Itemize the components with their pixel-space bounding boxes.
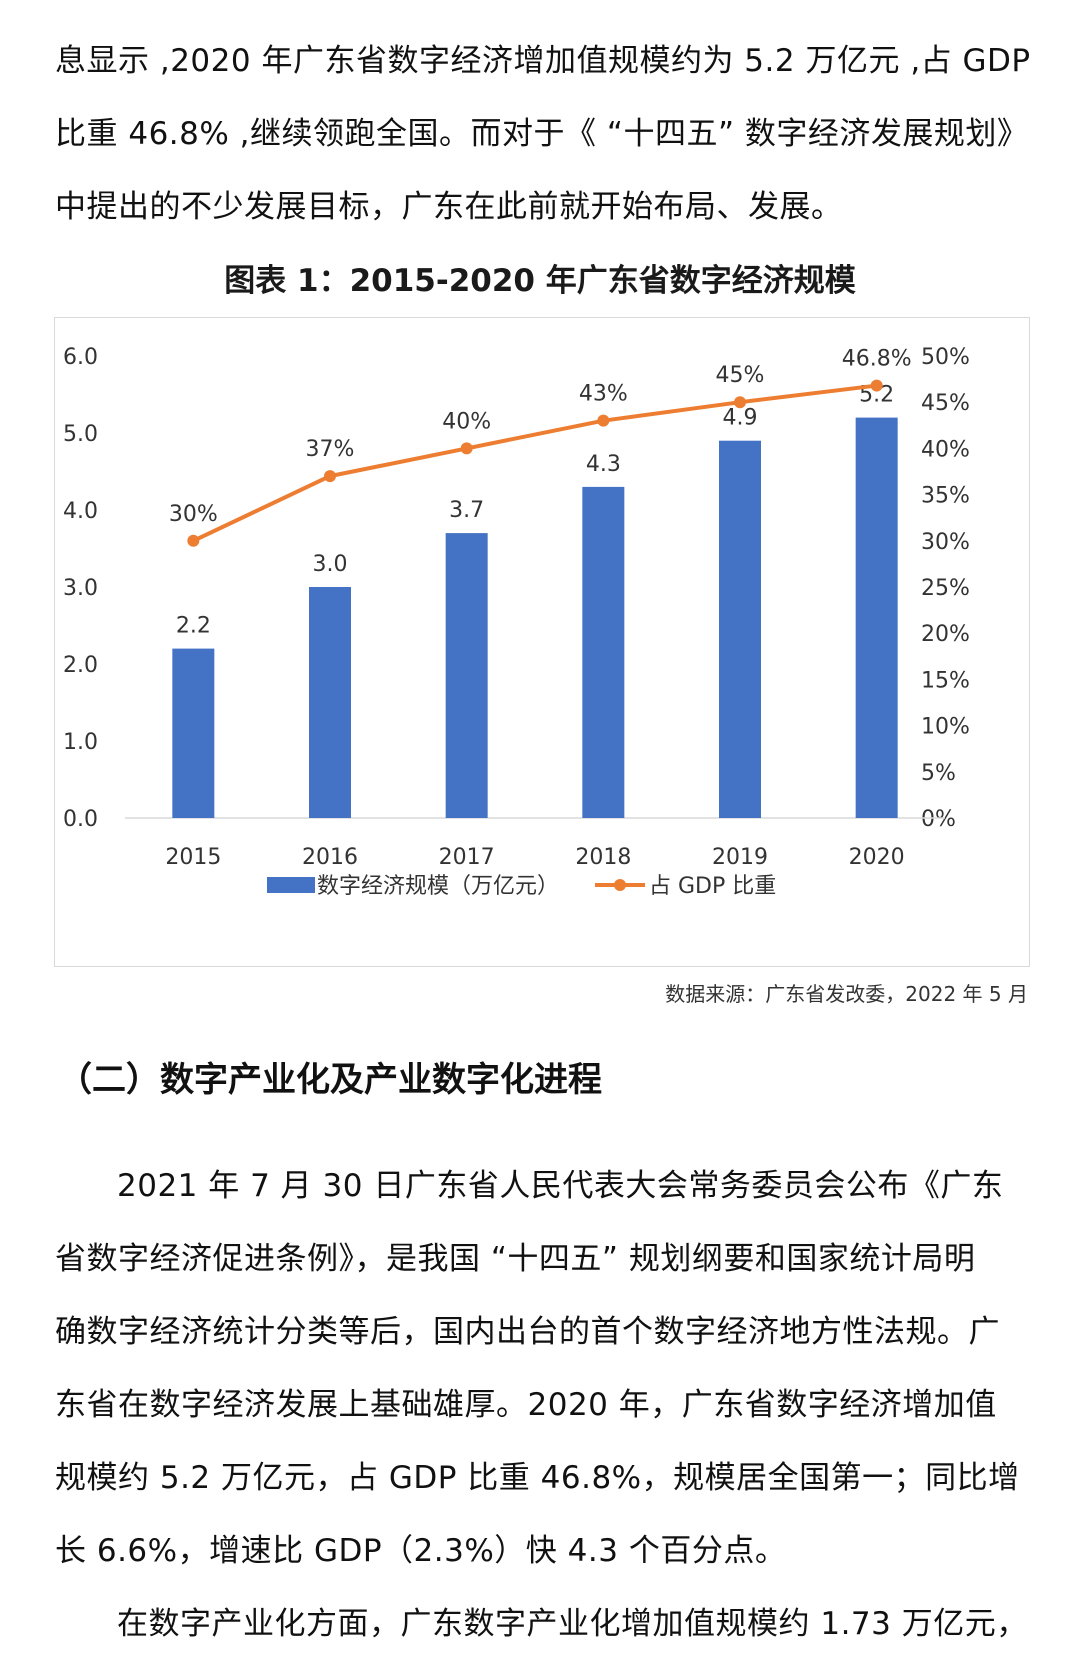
x-tick-label: 2015 [165,845,221,870]
intro-line: 比重 46.8% ,继续领跑全国。而对于《 “十四五” 数字经济发展规划》 [55,116,1029,152]
legend-bar-swatch [267,877,315,893]
data-source-note: 数据来源：广东省发改委，2022 年 5 月 [665,982,1028,1006]
intro-line: 息显示 ,2020 年广东省数字经济增加值规模约为 5.2 万亿元 ,占 GDP [55,43,1031,79]
bar [719,440,761,818]
percent-value-label: 43% [579,382,628,407]
y-left-tick-label: 4.0 [63,499,98,524]
intro-line: 中提出的不少发展目标，广东在此前就开始布局、发展。 [55,189,843,225]
section-heading: （二）数字产业化及产业数字化进程 [58,1060,602,1100]
y-right-tick-label: 45% [921,391,970,416]
body-line: 东省在数字经济发展上基础雄厚。2020 年，广东省数字经济增加值 [55,1387,997,1423]
bar [855,417,898,818]
percent-point [324,470,336,483]
y-left-tick-label: 2.0 [63,653,98,678]
body-line: 确数字经济统计分类等后，国内出台的首个数字经济地方性法规。广 [55,1314,1000,1350]
x-tick-label: 2017 [439,845,495,870]
percent-value-label: 45% [716,363,765,388]
percent-point [460,442,473,455]
bar-value-label: 3.7 [449,498,484,523]
bar [582,486,625,818]
y-right-tick-label: 10% [921,715,970,740]
x-tick-label: 2018 [575,845,631,870]
percent-point [597,414,610,427]
y-right-tick-label: 5% [921,761,956,786]
y-right-tick-label: 50% [921,345,970,370]
y-left-tick-label: 3.0 [63,576,98,601]
y-left-tick-label: 0.0 [63,807,98,832]
percent-line [192,383,877,543]
body-line: 长 6.6%，增速比 GDP（2.3%）快 4.3 个百分点。 [55,1533,787,1569]
y-left-tick-label: 5.0 [63,422,98,447]
combo-chart: 0.0 1.0 2.0 3.0 4.0 5.0 6.0 0% 5% 10% 15% 20% 25% 30%… [63,345,970,899]
x-tick-label: 2020 [849,845,905,870]
body-line: 2021 年 7 月 30 日广东省人民代表大会常务委员会公布《广东 [117,1168,1004,1204]
legend-line-marker [614,879,626,891]
legend-line-label: 占 GDP 比重 [649,874,776,899]
y-right-tick-label: 15% [921,668,970,693]
percent-point [734,396,746,409]
legend-bar-label: 数字经济规模（万亿元） [317,874,559,899]
bar [172,648,215,818]
y-left-tick-label: 1.0 [63,730,98,755]
y-right-tick-label: 40% [921,437,970,462]
bar-value-label: 3.0 [313,552,348,577]
chart-title: 图表 1：2015-2020 年广东省数字经济规模 [224,263,856,299]
percent-point [870,379,883,392]
y-right-tick-label: 0% [921,807,956,832]
percent-value-label: 46.8% [842,347,912,372]
x-tick-label: 2016 [302,845,358,870]
bar-value-label: 4.3 [586,452,621,477]
y-right-tick-label: 25% [921,576,970,601]
y-left-tick-label: 6.0 [63,345,98,370]
x-tick-label: 2019 [712,845,768,870]
body-line: 规模约 5.2 万亿元，占 GDP 比重 46.8%，规模居全国第一；同比增 [55,1460,1020,1496]
bar-value-label: 4.9 [723,406,758,431]
y-right-tick-label: 20% [921,622,970,647]
percent-value-label: 30% [169,502,218,527]
percent-value-label: 37% [306,437,355,462]
intro-paragraph: 息显示 ,2020 年广东省数字经济增加值规模约为 5.2 万亿元 ,占 GDP… [55,25,1050,244]
bar [309,587,351,818]
percent-point [187,534,200,547]
y-right-tick-label: 35% [921,484,970,509]
body-paragraph: 2021 年 7 月 30 日广东省人民代表大会常务委员会公布《广东 省数字经济… [55,1150,1050,1661]
percent-value-label: 40% [442,409,491,434]
bar-value-label: 2.2 [176,614,211,639]
bar [445,533,488,818]
chart-container: 0.0 1.0 2.0 3.0 4.0 5.0 6.0 0% 5% 10% 15% 20% 25% 30%… [54,317,1030,967]
y-right-tick-label: 30% [921,530,970,555]
body-line: 省数字经济促进条例》，是我国 “十四五” 规划纲要和国家统计局明 [55,1241,976,1277]
body-line: 在数字产业化方面，广东数字产业化增加值规模约 1.73 万亿元， [117,1606,1028,1642]
